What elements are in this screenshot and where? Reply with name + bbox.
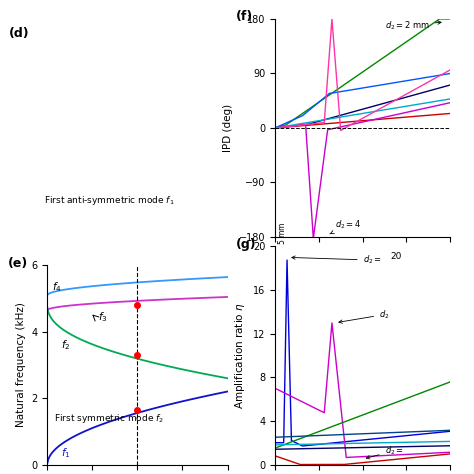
Text: $f_2$: $f_2$ [61,338,71,352]
Text: First symmetric mode $f_2$: First symmetric mode $f_2$ [54,412,164,425]
Text: 20: 20 [390,252,401,261]
Text: $d_2 =$: $d_2 =$ [366,445,403,459]
Text: $d_2$: $d_2$ [339,309,390,323]
Y-axis label: Natural frequency (kHz): Natural frequency (kHz) [16,302,26,428]
Text: $f_4$: $f_4$ [52,280,62,294]
Text: $f_3$: $f_3$ [98,310,108,324]
Text: $d_2 = 4$: $d_2 = 4$ [330,219,362,234]
Text: $d_2 = 0.5$ mm: $d_2 = 0.5$ mm [276,222,289,271]
Text: $d_2 =$: $d_2 =$ [292,254,382,266]
Text: (d): (d) [9,27,29,40]
Text: $d_2 = 2$ mm: $d_2 = 2$ mm [384,19,441,32]
Text: (f): (f) [237,10,254,23]
Text: (g): (g) [237,238,257,251]
Text: (e): (e) [8,257,28,271]
Y-axis label: IPD (deg): IPD (deg) [223,104,233,152]
Text: First anti-symmetric mode $f_1$: First anti-symmetric mode $f_1$ [44,194,174,207]
Y-axis label: Amplification ratio $\eta$: Amplification ratio $\eta$ [233,302,247,409]
Text: $f_1$: $f_1$ [61,446,71,460]
